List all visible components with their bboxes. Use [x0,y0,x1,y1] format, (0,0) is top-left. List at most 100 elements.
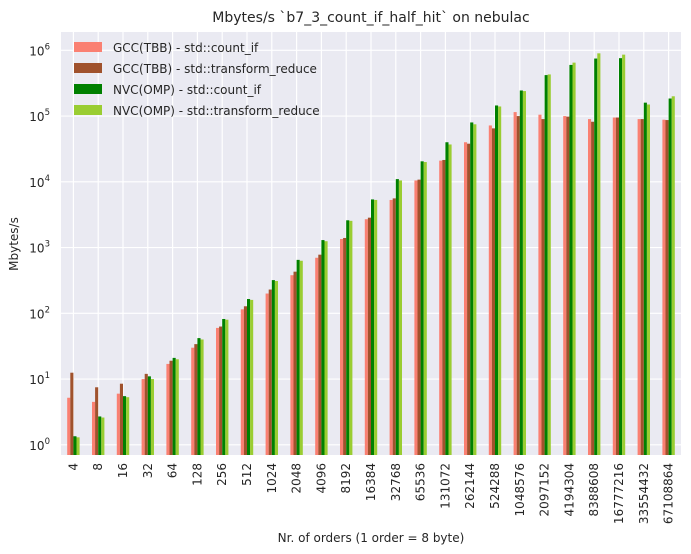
bar [498,106,502,455]
bar [247,299,251,455]
bar [423,162,427,455]
legend-swatch [74,105,102,115]
bar [668,98,672,455]
y-tick-base: 10 [29,176,44,190]
x-tick-label: 16777216 [612,463,626,524]
bar [95,387,99,455]
bar [640,119,644,456]
x-axis-label: Nr. of orders (1 order = 8 byte) [278,531,465,545]
y-tick-exponent: 3 [45,240,50,250]
bar [439,160,443,455]
y-axis-label: Mbytes/s [7,217,21,271]
bar [76,437,80,455]
x-tick-label: 2097152 [538,463,552,516]
bar [243,306,247,455]
y-tick-label: 102 [29,305,50,321]
x-tick-label: 262144 [463,463,477,509]
x-tick-label: 33554432 [637,463,651,524]
y-tick-label: 103 [29,240,50,256]
legend-label: NVC(OMP) - std::count_if [113,83,262,97]
y-tick-exponent: 1 [45,371,50,381]
bar [123,396,127,455]
bar [619,58,623,456]
x-tick-label: 4194304 [562,463,576,516]
bar [119,383,123,455]
bar [67,397,71,455]
bar [343,237,347,455]
y-tick-base: 10 [29,439,44,453]
bar [98,416,102,455]
bar [197,338,201,455]
bar [144,373,148,455]
bar [538,114,542,455]
x-tick-label: 2048 [290,463,304,494]
bar [572,62,576,456]
bar [101,417,105,455]
chart-title: Mbytes/s `b7_3_count_if_half_hit` on neb… [212,10,529,26]
x-tick-label: 64 [166,463,180,478]
bar [615,117,619,455]
bar [364,219,368,455]
bar [169,360,173,455]
bar [473,124,477,455]
bar [194,344,198,455]
bar [92,401,96,455]
x-tick-label: 8192 [339,463,353,494]
bar [172,357,176,455]
bar [175,359,179,455]
bar [147,376,151,455]
bar [488,125,492,455]
legend-label: GCC(TBB) - std::transform_reduce [113,62,317,76]
bar [73,436,77,455]
bar [200,339,204,455]
bar [470,122,474,455]
bar [569,64,573,455]
bar [612,117,616,455]
y-tick-exponent: 4 [45,174,50,184]
x-tick-label: 512 [240,463,254,486]
x-tick-label: 4096 [314,463,328,494]
bar [665,120,669,456]
bar [150,379,154,455]
bar [315,257,319,455]
bar [299,260,303,455]
bar [268,289,272,455]
legend-swatch [74,63,102,73]
bar [541,119,545,456]
bar [222,318,226,455]
y-tick-label: 101 [29,371,50,387]
bar [389,199,393,455]
bar [371,199,375,455]
bar [622,54,626,455]
bar [216,327,220,455]
bar [414,180,418,455]
bar [318,254,322,455]
bar [395,179,399,456]
bar [467,143,471,455]
bar [591,121,595,455]
bar [563,116,567,455]
x-tick-label: 8388608 [587,463,601,516]
bar [392,198,396,455]
bar [417,179,421,455]
bar [637,119,641,456]
y-tick-label: 104 [29,174,50,190]
bar [250,299,254,455]
bar [340,239,344,455]
bar [296,259,300,455]
bar [448,144,452,455]
bar [442,159,446,455]
bar [367,217,371,455]
bar [293,271,297,455]
bar [464,142,468,455]
x-tick-label: 16384 [364,463,378,501]
bar [495,105,499,455]
bar [271,280,275,455]
y-tick-exponent: 6 [45,42,50,52]
legend-label: NVC(OMP) - std::transform_reduce [113,104,320,118]
y-tick-label: 106 [29,42,50,58]
bar [116,393,120,455]
bar [398,180,402,455]
